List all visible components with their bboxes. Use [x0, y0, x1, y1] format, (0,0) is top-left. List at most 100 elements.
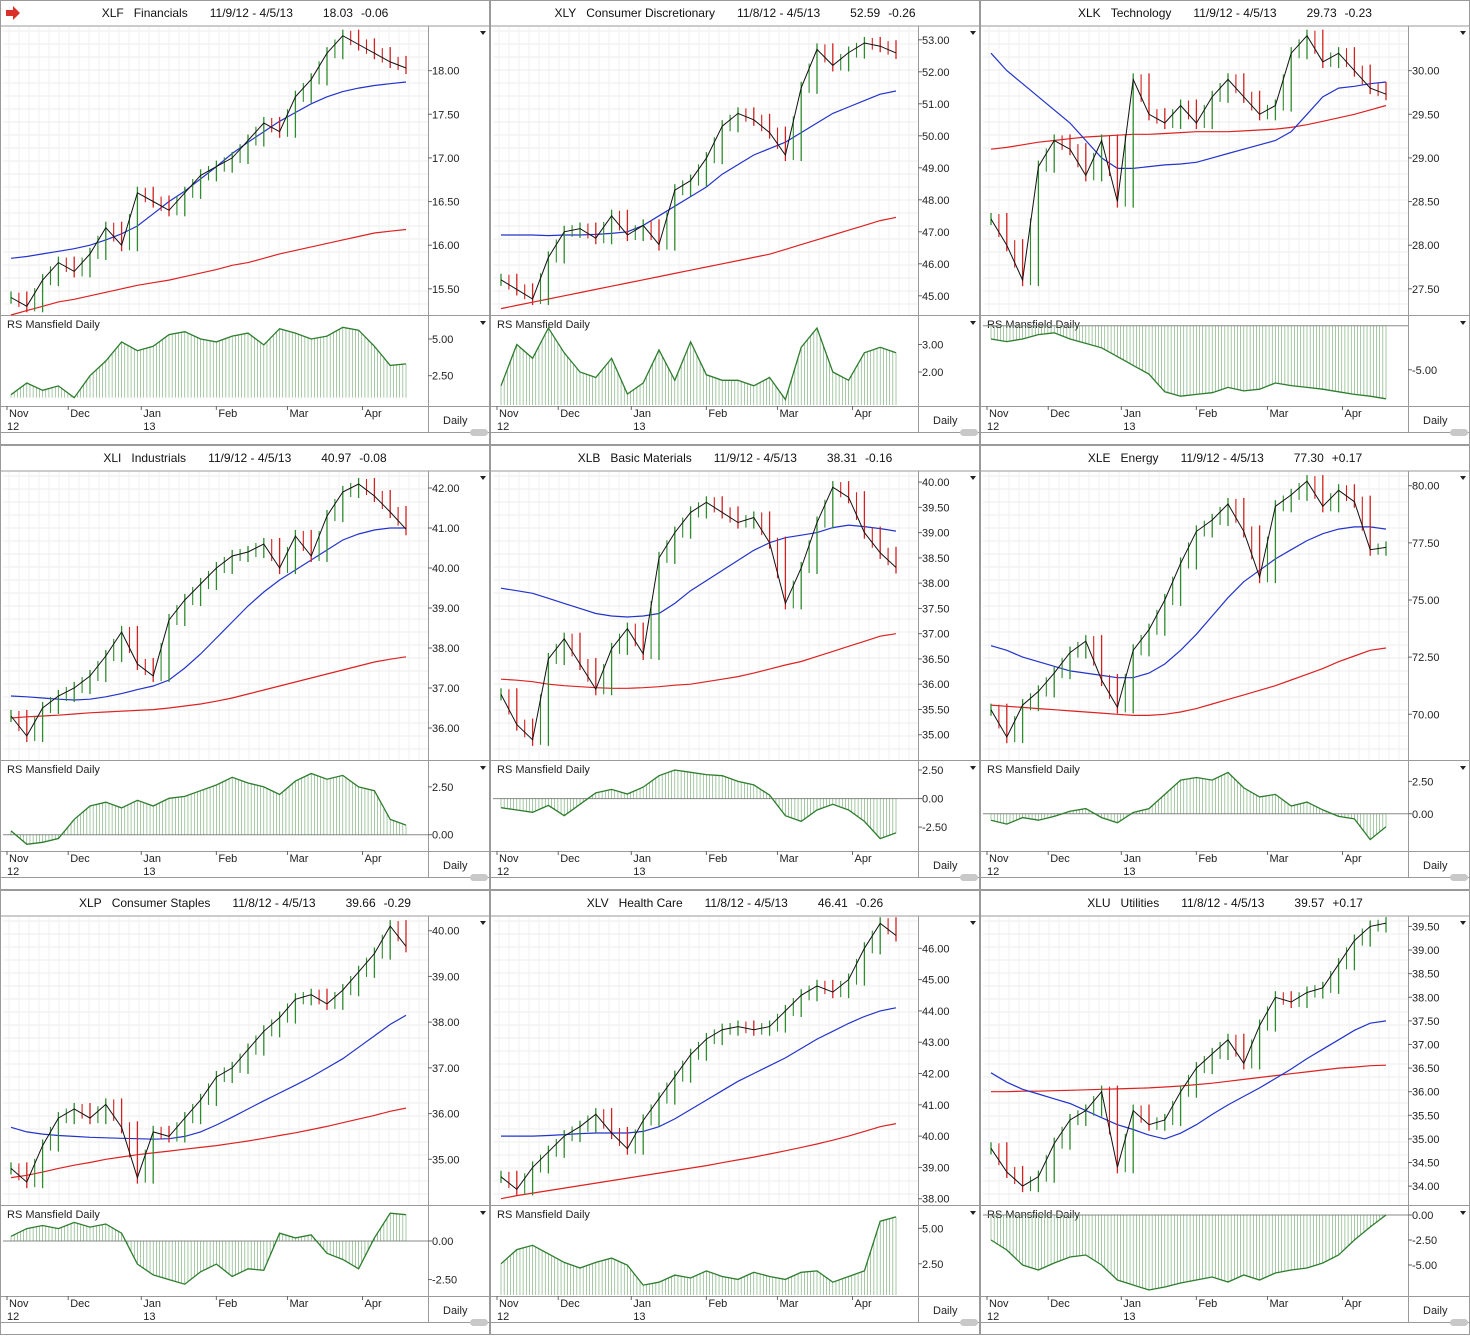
ma50-line — [10, 1014, 407, 1140]
period-label[interactable]: Daily — [933, 415, 958, 427]
rs-menu-icon[interactable] — [970, 1211, 976, 1215]
scale-menu-icon[interactable] — [970, 31, 976, 35]
price-tick-label: 72.50 — [1412, 652, 1440, 664]
price-tick-label: 70.00 — [1412, 709, 1440, 721]
chart-panel-xly[interactable]: XLY Consumer Discretionary 11/8/12 - 4/5/1… — [490, 0, 980, 445]
time-grid — [8, 917, 420, 1205]
scroll-handle[interactable] — [1450, 429, 1468, 436]
price-tick-label: 45.00 — [922, 291, 950, 303]
rs-menu-icon[interactable] — [970, 321, 976, 325]
price-tick-label: 37.00 — [922, 629, 950, 641]
chart-panel-xlf[interactable]: XLF Financials 11/9/12 - 4/5/13 18.03 -0.06 1… — [0, 0, 490, 445]
price-grid — [3, 920, 428, 1195]
title-part: -0.26 — [888, 6, 916, 20]
chart-title-text: XLK Technology 11/9/12 - 4/5/13 29.73 -0.23 — [1078, 6, 1372, 20]
price-tick-label: 38.50 — [1412, 969, 1440, 981]
time-grid — [498, 27, 910, 315]
chart-svg-xle[interactable]: XLE Energy 11/9/12 - 4/5/13 77.30 +0.17 80.00… — [980, 445, 1470, 890]
rs-menu-icon[interactable] — [480, 321, 486, 325]
time-grid — [8, 27, 420, 315]
period-label[interactable]: Daily — [1423, 415, 1448, 427]
chart-panel-xlu[interactable]: XLU Utilities 11/8/12 - 4/5/13 39.57 +0.17 39… — [980, 890, 1470, 1335]
rs-menu-icon[interactable] — [480, 766, 486, 770]
scroll-handle[interactable] — [1450, 874, 1468, 881]
period-label[interactable]: Daily — [933, 860, 958, 872]
scroll-handle[interactable] — [470, 874, 488, 881]
scroll-handle[interactable] — [960, 429, 978, 436]
chart-panel-xli[interactable]: XLI Industrials 11/9/12 - 4/5/13 40.97 -0.08… — [0, 445, 490, 890]
title-part: 38.31 — [827, 451, 857, 465]
rs-line — [500, 1216, 897, 1286]
chart-svg-xlk[interactable]: XLK Technology 11/9/12 - 4/5/13 29.73 -0.23 3… — [980, 0, 1470, 445]
price-tick-label: 36.50 — [922, 654, 950, 666]
chart-svg-xlp[interactable]: XLP Consumer Staples 11/8/12 - 4/5/13 39.66… — [0, 890, 490, 1335]
rs-label: RS Mansfield Daily — [7, 1209, 100, 1221]
scale-menu-icon[interactable] — [970, 476, 976, 480]
period-label[interactable]: Daily — [1423, 1305, 1448, 1317]
scale-menu-icon[interactable] — [1460, 31, 1466, 35]
price-tick-label: 38.00 — [1412, 992, 1440, 1004]
month-label: Dec — [560, 1298, 580, 1310]
scale-menu-icon[interactable] — [970, 921, 976, 925]
month-label: Nov — [499, 853, 519, 865]
period-label[interactable]: Daily — [933, 1305, 958, 1317]
scroll-handle[interactable] — [960, 1319, 978, 1326]
scale-menu-icon[interactable] — [1460, 921, 1466, 925]
year-label: 12 — [987, 866, 999, 878]
chart-panel-xlp[interactable]: XLP Consumer Staples 11/8/12 - 4/5/13 39.66… — [0, 890, 490, 1335]
scroll-handle[interactable] — [470, 1319, 488, 1326]
rs-menu-icon[interactable] — [1460, 766, 1466, 770]
red-arrow-icon[interactable] — [6, 6, 20, 20]
chart-title: XLE Energy 11/9/12 - 4/5/13 77.30 +0.17 — [1088, 451, 1363, 465]
chart-svg-xlf[interactable]: XLF Financials 11/9/12 - 4/5/13 18.03 -0.06 1… — [0, 0, 490, 445]
chart-title: XLP Consumer Staples 11/8/12 - 4/5/13 39.66… — [79, 896, 411, 910]
chart-svg-xlb[interactable]: XLB Basic Materials 11/9/12 - 4/5/13 38.31-… — [490, 445, 980, 890]
rs-menu-icon[interactable] — [1460, 1211, 1466, 1215]
price-tick-label: 37.00 — [1412, 1039, 1440, 1051]
rs-menu-icon[interactable] — [1460, 321, 1466, 325]
price-tick-label: 17.00 — [432, 153, 460, 165]
month-label: Mar — [1269, 853, 1288, 865]
title-part: -0.26 — [856, 896, 884, 910]
ma200-line — [10, 228, 407, 316]
price-tick-label: 39.00 — [922, 528, 950, 540]
chart-svg-xli[interactable]: XLI Industrials 11/9/12 - 4/5/13 40.97 -0.08… — [0, 445, 490, 890]
chart-panel-xle[interactable]: XLE Energy 11/9/12 - 4/5/13 77.30 +0.17 80.00… — [980, 445, 1470, 890]
rs-menu-icon[interactable] — [970, 766, 976, 770]
title-part: 11/8/12 - 4/5/13 — [705, 896, 789, 910]
chart-title-text: XLF Financials 11/9/12 - 4/5/13 18.03 -0.06 — [102, 6, 389, 20]
ma200-line — [500, 1123, 897, 1200]
price-tick-label: 41.00 — [922, 1100, 950, 1112]
title-part: Utilities — [1121, 896, 1160, 910]
rs-tick-label: 2.50 — [432, 371, 453, 383]
month-label: Jan — [1123, 853, 1141, 865]
period-label[interactable]: Daily — [443, 415, 468, 427]
rs-line — [990, 771, 1387, 841]
chart-panel-xlk[interactable]: XLK Technology 11/9/12 - 4/5/13 29.73 -0.23 3… — [980, 0, 1470, 445]
chart-panel-xlb[interactable]: XLB Basic Materials 11/9/12 - 4/5/13 38.31-… — [490, 445, 980, 890]
month-label: Apr — [1345, 408, 1362, 420]
period-label[interactable]: Daily — [1423, 860, 1448, 872]
scale-menu-icon[interactable] — [480, 921, 486, 925]
year-label: 13 — [1123, 1311, 1135, 1323]
month-label: Jan — [143, 408, 161, 420]
scale-menu-icon[interactable] — [1460, 476, 1466, 480]
month-label: Nov — [989, 1298, 1009, 1310]
month-label: Mar — [289, 853, 308, 865]
rs-menu-icon[interactable] — [480, 1211, 486, 1215]
chart-panel-xlv[interactable]: XLV Health Care 11/8/12 - 4/5/13 46.41 -0.26… — [490, 890, 980, 1335]
period-label[interactable]: Daily — [443, 1305, 468, 1317]
scroll-handle[interactable] — [1450, 1319, 1468, 1326]
chart-svg-xlu[interactable]: XLU Utilities 11/8/12 - 4/5/13 39.57 +0.17 39… — [980, 890, 1470, 1335]
scale-menu-icon[interactable] — [480, 476, 486, 480]
scroll-handle[interactable] — [960, 874, 978, 881]
chart-svg-xly[interactable]: XLY Consumer Discretionary 11/8/12 - 4/5/1… — [490, 0, 980, 445]
price-tick-label: 37.50 — [922, 603, 950, 615]
rs-tick-label: 2.00 — [922, 367, 943, 379]
chart-svg-xlv[interactable]: XLV Health Care 11/8/12 - 4/5/13 46.41 -0.26… — [490, 890, 980, 1335]
period-label[interactable]: Daily — [443, 860, 468, 872]
scroll-handle[interactable] — [470, 429, 488, 436]
price-tick-label: 40.00 — [432, 926, 460, 938]
scale-menu-icon[interactable] — [480, 31, 486, 35]
rs-label: RS Mansfield Daily — [987, 764, 1080, 776]
